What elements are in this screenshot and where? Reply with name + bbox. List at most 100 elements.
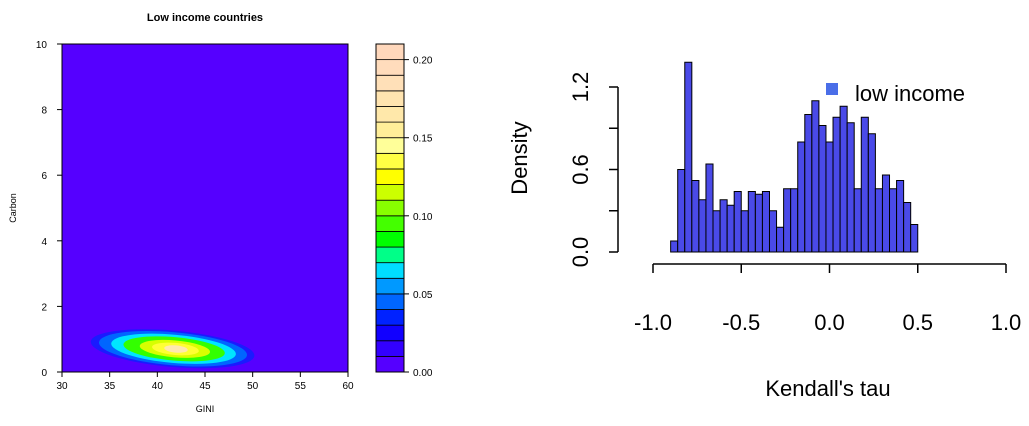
histogram-bar	[790, 188, 799, 253]
histogram-bar	[853, 188, 862, 253]
histogram-bar	[768, 210, 778, 253]
color-key-band	[375, 152, 405, 170]
contour-x-label: GINI	[196, 404, 215, 414]
histogram-bar	[839, 105, 848, 253]
color-key-band	[375, 59, 405, 76]
contour-x-tick-label: 55	[295, 381, 307, 392]
histogram-y-tick-label: 1.2	[568, 72, 593, 103]
histogram-bar	[811, 100, 820, 253]
histogram-bar	[804, 114, 813, 253]
histogram-x-tick-label: -1.0	[634, 310, 672, 335]
contour-y-label: Carbon	[8, 193, 18, 223]
color-key-tick-label: 0.15	[413, 134, 433, 145]
histogram-bar	[747, 191, 756, 253]
contour-y-tick-label: 6	[41, 171, 47, 182]
color-key-band	[375, 215, 405, 232]
histogram-bar	[797, 141, 806, 253]
color-key-tick-label: 0.20	[413, 56, 433, 67]
color-key-band	[375, 106, 405, 123]
color-key-band	[375, 355, 405, 373]
contour-y-tick-label: 8	[41, 106, 47, 117]
color-key-band	[375, 184, 405, 201]
histogram-bar	[896, 180, 905, 253]
histogram-bar	[740, 210, 749, 253]
histogram-bar	[889, 188, 898, 253]
color-key-frame	[375, 43, 405, 373]
contour-y-tick-label: 2	[41, 302, 47, 313]
contour-y-tick-label: 10	[36, 40, 48, 51]
contour-x-tick-label: 40	[152, 381, 164, 392]
histogram-bar	[691, 180, 700, 253]
histogram-bar	[867, 133, 876, 253]
contour-x-tick-label: 45	[199, 381, 211, 392]
histogram-bar	[705, 163, 714, 253]
histogram-bar	[910, 224, 919, 253]
contour-x-tick-label: 30	[56, 381, 68, 392]
histogram-bar	[719, 199, 728, 253]
histogram-bar	[698, 199, 707, 253]
histogram-x-label: Kendall's tau	[765, 376, 890, 401]
histogram-x-tick-label: 1.0	[991, 310, 1022, 335]
legend-swatch	[826, 83, 838, 95]
histogram-bar	[818, 125, 827, 253]
color-key: 0.00 0.05 0.10 0.15 0.20	[375, 43, 433, 379]
histogram-y-label: Density	[507, 121, 532, 194]
color-key-band	[375, 43, 405, 61]
contour-y-tick-label: 0	[41, 368, 47, 379]
color-key-band	[375, 277, 405, 295]
histogram-x-tick-label: -0.5	[722, 310, 760, 335]
histogram-y-tick-label: 0.0	[568, 237, 593, 268]
histogram-x-axis: -1.0 -0.5 0.0 0.5 1.0	[634, 263, 1022, 335]
histogram-x-tick-label: 0.0	[814, 310, 845, 335]
histogram-x-tick-label: 0.5	[902, 310, 933, 335]
color-key-band	[375, 246, 405, 264]
histogram-bar	[825, 141, 834, 253]
histogram-bar	[670, 240, 679, 253]
contour-title: Low income countries	[147, 12, 263, 24]
color-key-band	[375, 199, 405, 217]
color-key-band	[375, 324, 405, 342]
contour-bands	[90, 329, 255, 369]
histogram-bar	[881, 174, 891, 253]
color-key-axis: 0.00 0.05 0.10 0.15 0.20	[404, 56, 433, 379]
histogram-bar	[874, 188, 883, 253]
histogram-bar	[733, 191, 742, 253]
contour-x-tick-label: 35	[104, 381, 116, 392]
histogram-y-axis: 0.0 0.6 1.2	[568, 72, 619, 268]
histogram-bar	[776, 226, 785, 253]
histogram-bars	[670, 61, 919, 253]
color-key-band	[375, 137, 405, 154]
color-key-band	[375, 90, 405, 107]
color-key-band	[375, 262, 405, 279]
color-key-tick-label: 0.10	[413, 212, 433, 223]
histogram-bar	[754, 193, 763, 253]
contour-x-axis: 30 35 40 45 50 55 60	[56, 371, 354, 392]
histogram-bar	[783, 188, 792, 253]
histogram-y-tick-label: 0.6	[568, 154, 593, 185]
histogram-bar	[712, 210, 721, 253]
color-key-band	[375, 309, 405, 326]
histogram-legend: low income	[826, 81, 965, 106]
contour-x-tick-label: 60	[342, 381, 354, 392]
histogram-bar	[860, 116, 869, 253]
color-key-band	[375, 293, 405, 310]
histogram-bar	[726, 204, 735, 253]
contour-y-axis: 0 2 4 6 8 10	[36, 40, 62, 379]
legend-label: low income	[855, 81, 965, 106]
color-key-band	[375, 74, 405, 92]
contour-plot-background	[62, 44, 348, 372]
contour-x-tick-label: 50	[247, 381, 259, 392]
histogram-bar	[761, 191, 770, 253]
histogram-bar	[846, 122, 855, 253]
contour-band-7	[164, 345, 188, 353]
color-key-band	[375, 231, 405, 248]
color-key-tick-label: 0.05	[413, 290, 433, 301]
color-key-band	[375, 340, 405, 357]
color-key-bands	[375, 43, 405, 373]
color-key-band	[375, 121, 405, 139]
histogram-chart: -1.0 -0.5 0.0 0.5 1.0 0.0 0.6 1.2 Kendall's ta…	[507, 61, 1022, 401]
color-key-band	[375, 168, 405, 185]
contour-y-tick-label: 4	[41, 237, 47, 248]
histogram-bar	[684, 61, 693, 253]
